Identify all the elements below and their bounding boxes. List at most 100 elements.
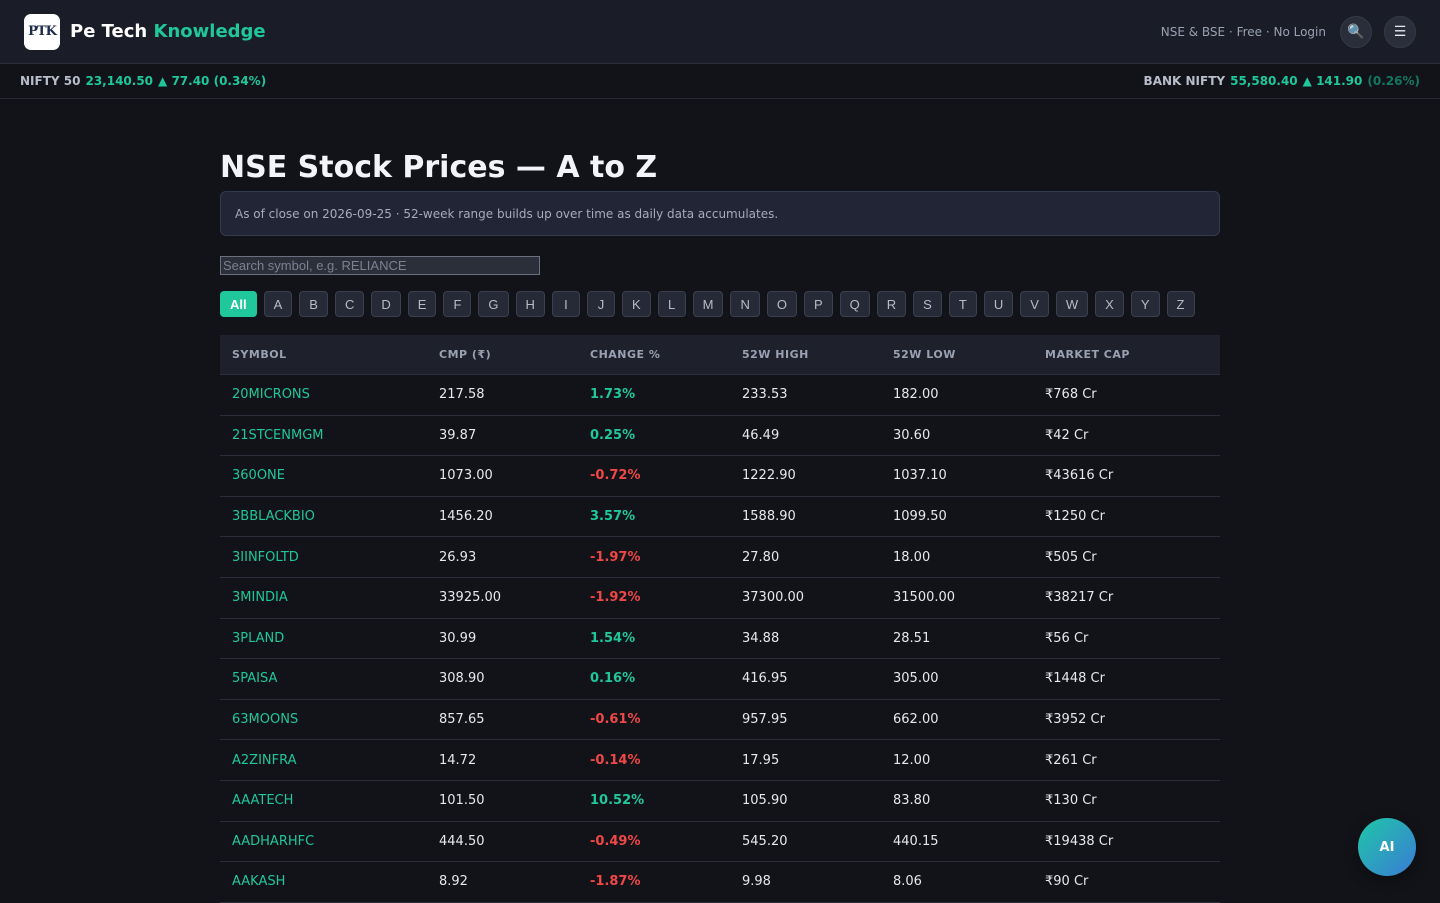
cell-52w-high: 17.95 xyxy=(742,752,780,768)
page-title: NSE Stock Prices — A to Z xyxy=(220,150,658,185)
letter-filter-j[interactable]: J xyxy=(586,291,615,317)
cell-cmp: 1073.00 xyxy=(439,468,493,484)
letter-filter-y[interactable]: Y xyxy=(1130,291,1160,317)
cell-52w-low: 182.00 xyxy=(893,387,939,403)
letter-filter-t[interactable]: T xyxy=(948,291,977,317)
col-change[interactable]: CHANGE % xyxy=(590,348,661,361)
table-row[interactable]: AADHARHFC 444.50 -0.49% 545.20 440.15 ₹19438 … xyxy=(220,822,1220,863)
ticker-value: 55,580.40 xyxy=(1230,74,1298,88)
letter-filter-k[interactable]: K xyxy=(621,291,651,317)
letter-filter-u[interactable]: U xyxy=(983,291,1014,317)
cell-52w-low: 31500.00 xyxy=(893,590,956,606)
cell-market-cap: ₹3952 Cr xyxy=(1045,712,1105,728)
cell-symbol[interactable]: 5PAISA xyxy=(232,671,278,687)
ticker-value: 23,140.50 xyxy=(85,74,154,88)
cell-symbol[interactable]: A2ZINFRA xyxy=(232,752,297,768)
table-row[interactable]: 3PLAND 30.99 1.54% 34.88 28.51 ₹56 Cr xyxy=(220,619,1220,660)
col-52w-low[interactable]: 52W LOW xyxy=(893,348,956,361)
cell-symbol[interactable]: AAKASH xyxy=(232,874,286,890)
letter-filter-all[interactable]: All xyxy=(220,291,257,317)
letter-filter-b[interactable]: B xyxy=(299,291,328,317)
table-row[interactable]: 21STCENMGM 39.87 0.25% 46.49 30.60 ₹42 Cr xyxy=(220,416,1220,457)
cell-change: 1.54% xyxy=(590,630,636,646)
table-row[interactable]: 20MICRONS 217.58 1.73% 233.53 182.00 ₹768 Cr xyxy=(220,375,1220,416)
ticker-name: NIFTY 50 xyxy=(20,74,81,88)
letter-filter-x[interactable]: X xyxy=(1095,291,1124,317)
menu-button[interactable]: ☰ xyxy=(1384,15,1416,48)
cell-symbol[interactable]: AADHARHFC xyxy=(232,833,315,849)
cell-symbol[interactable]: AAATECH xyxy=(232,793,294,809)
letter-filter-d[interactable]: D xyxy=(371,291,401,317)
cell-market-cap: ₹261 Cr xyxy=(1045,752,1097,768)
letter-filter-z[interactable]: Z xyxy=(1166,291,1195,317)
cell-52w-high: 27.80 xyxy=(742,549,780,565)
search-icon: 🔍 xyxy=(1347,23,1365,40)
table-row[interactable]: 63MOONS 857.65 -0.61% 957.95 662.00 ₹3952 Cr xyxy=(220,700,1220,741)
table-row[interactable]: 5PAISA 308.90 0.16% 416.95 305.00 ₹1448 Cr xyxy=(220,659,1220,700)
letter-filter-h[interactable]: H xyxy=(515,291,545,317)
letter-filter-m[interactable]: M xyxy=(692,291,724,317)
col-symbol[interactable]: SYMBOL xyxy=(232,348,287,361)
cell-change: 0.16% xyxy=(590,671,636,687)
cell-market-cap: ₹42 Cr xyxy=(1045,427,1089,443)
letter-filter-n[interactable]: N xyxy=(730,291,760,317)
ticker-change-pct: (0.26%) xyxy=(1367,74,1420,88)
letter-filter-r[interactable]: R xyxy=(876,291,907,317)
cell-cmp: 101.50 xyxy=(439,793,485,809)
cell-symbol[interactable]: 63MOONS xyxy=(232,712,299,728)
col-market-cap[interactable]: MARKET CAP xyxy=(1045,348,1130,361)
cell-market-cap: ₹19438 Cr xyxy=(1045,833,1114,849)
search-button[interactable]: 🔍 xyxy=(1340,15,1372,48)
letter-filter-o[interactable]: O xyxy=(766,291,797,317)
ai-assistant-button[interactable]: AI xyxy=(1358,818,1416,876)
col-52w-high[interactable]: 52W HIGH xyxy=(742,348,809,361)
cell-symbol[interactable]: 3IINFOLTD xyxy=(232,549,299,565)
info-banner: As of close on 2026-09-25 · 52-week rang… xyxy=(220,191,1220,236)
table-row[interactable]: 3IINFOLTD 26.93 -1.97% 27.80 18.00 ₹505 Cr xyxy=(220,537,1220,578)
cell-52w-low: 18.00 xyxy=(893,549,931,565)
cell-52w-high: 34.88 xyxy=(742,630,780,646)
letter-filter-e[interactable]: E xyxy=(407,291,437,317)
table-row[interactable]: AAATECH 101.50 10.52% 105.90 83.80 ₹130 Cr xyxy=(220,781,1220,822)
letter-filter-f[interactable]: F xyxy=(443,291,472,317)
tagline: NSE & BSE · Free · No Login xyxy=(1160,24,1326,39)
cell-52w-high: 46.49 xyxy=(742,427,780,443)
cell-symbol[interactable]: 360ONE xyxy=(232,468,285,484)
letter-filter-w[interactable]: W xyxy=(1055,291,1089,317)
brand-name-main: Pe Tech xyxy=(70,21,148,42)
brand[interactable]: PTK Pe Tech Knowledge xyxy=(24,13,266,50)
cell-symbol[interactable]: 3PLAND xyxy=(232,630,285,646)
letter-filter-a[interactable]: A xyxy=(263,291,293,317)
letter-filter-p[interactable]: P xyxy=(803,291,833,317)
letter-filter-v[interactable]: V xyxy=(1020,291,1049,317)
letter-filter-c[interactable]: C xyxy=(334,291,365,317)
brand-name: Pe Tech Knowledge xyxy=(70,21,266,42)
stock-table: SYMBOL CMP (₹) CHANGE % 52W HIGH 52W LOW… xyxy=(220,335,1220,903)
cell-market-cap: ₹90 Cr xyxy=(1045,874,1089,890)
cell-symbol[interactable]: 20MICRONS xyxy=(232,387,310,403)
letter-filter-q[interactable]: Q xyxy=(839,291,870,317)
letter-filter-i[interactable]: I xyxy=(551,291,580,317)
cell-symbol[interactable]: 21STCENMGM xyxy=(232,427,324,443)
cell-52w-high: 233.53 xyxy=(742,387,788,403)
symbol-search-input[interactable] xyxy=(220,256,540,275)
table-row[interactable]: A2ZINFRA 14.72 -0.14% 17.95 12.00 ₹261 Cr xyxy=(220,740,1220,781)
table-row[interactable]: 360ONE 1073.00 -0.72% 1222.90 1037.10 ₹43616 … xyxy=(220,456,1220,497)
letter-filter-s[interactable]: S xyxy=(913,291,942,317)
cell-cmp: 33925.00 xyxy=(439,590,502,606)
table-row[interactable]: AAKASH 8.92 -1.87% 9.98 8.06 ₹90 Cr xyxy=(220,862,1220,903)
col-cmp[interactable]: CMP (₹) xyxy=(439,348,492,361)
cell-symbol[interactable]: 3BBLACKBIO xyxy=(232,509,315,525)
cell-change: -1.92% xyxy=(590,590,641,606)
table-body: 20MICRONS 217.58 1.73% 233.53 182.00 ₹768 Cr 2… xyxy=(220,375,1220,903)
cell-52w-high: 545.20 xyxy=(742,833,788,849)
cell-52w-low: 662.00 xyxy=(893,712,939,728)
cell-symbol[interactable]: 3MINDIA xyxy=(232,590,288,606)
cell-cmp: 444.50 xyxy=(439,833,485,849)
table-row[interactable]: 3MINDIA 33925.00 -1.92% 37300.00 31500.00 ₹38… xyxy=(220,578,1220,619)
letter-filter-g[interactable]: G xyxy=(478,291,509,317)
table-row[interactable]: 3BBLACKBIO 1456.20 3.57% 1588.90 1099.50 ₹125… xyxy=(220,497,1220,538)
brand-name-accent: Knowledge xyxy=(153,21,266,42)
letter-filter-l[interactable]: L xyxy=(657,291,686,317)
info-text: As of close on 2026-09-25 · 52-week rang… xyxy=(235,206,779,221)
